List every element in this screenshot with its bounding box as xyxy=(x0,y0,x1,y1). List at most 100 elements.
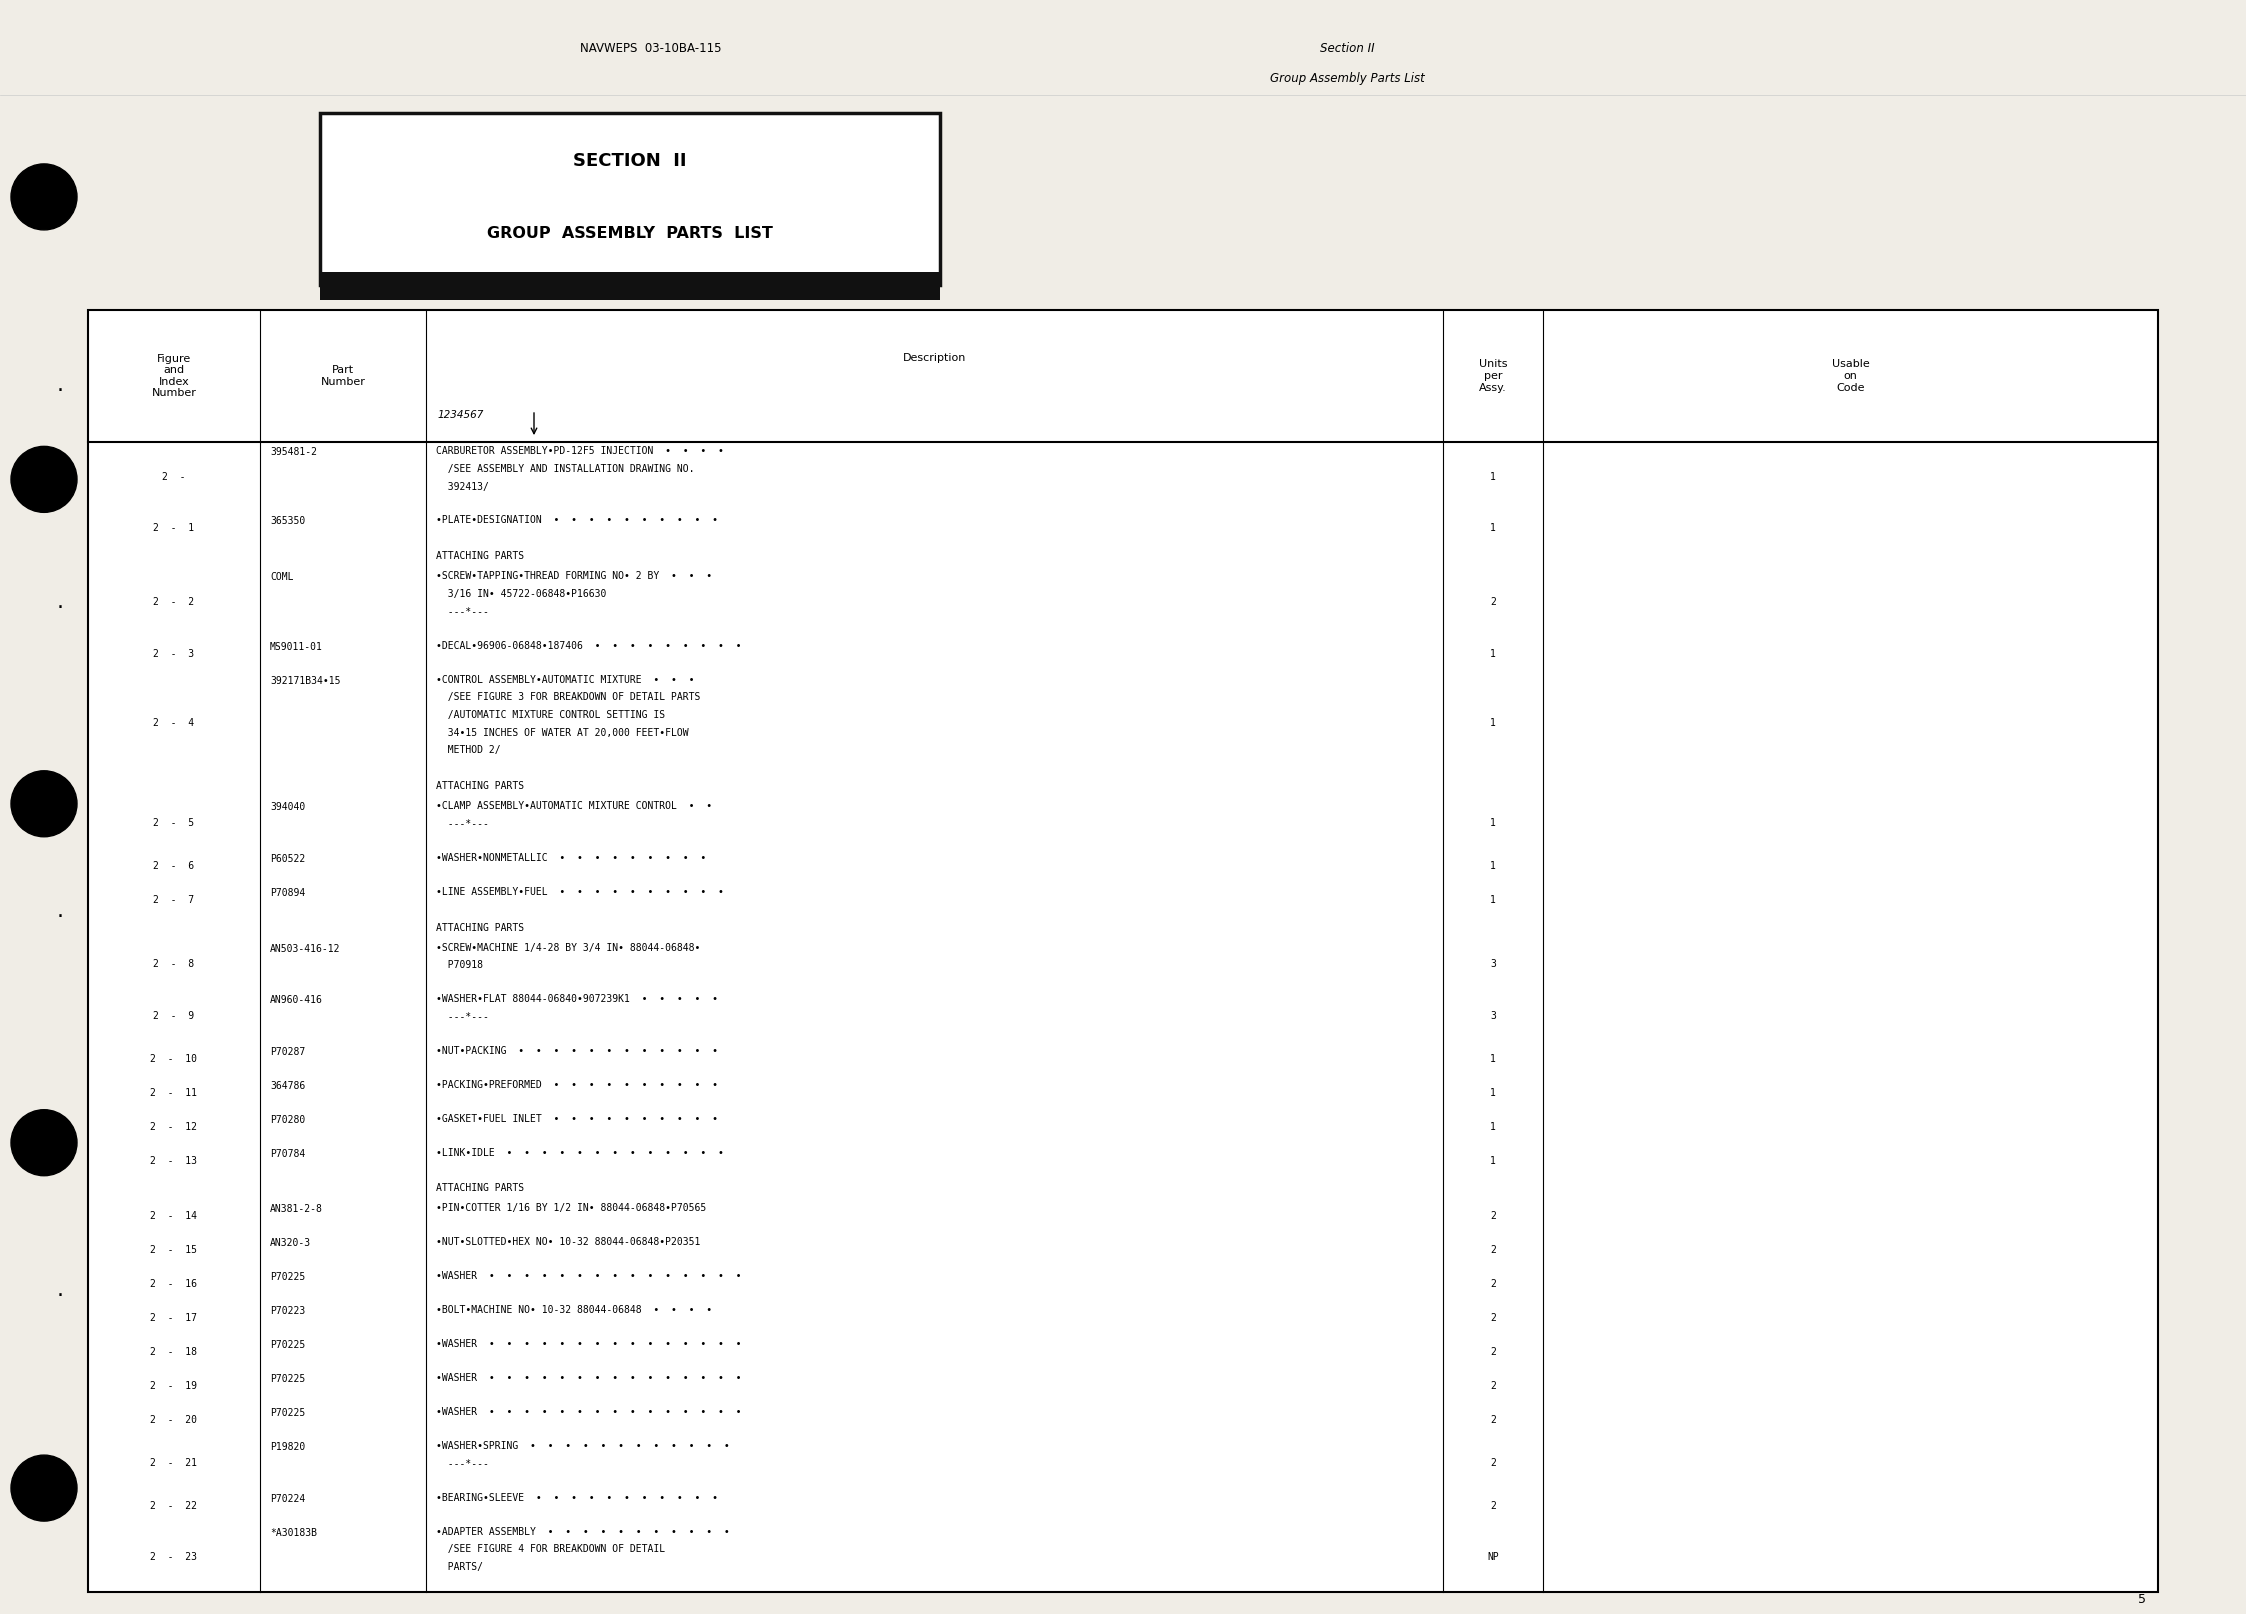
Text: •WASHER  •  •  •  •  •  •  •  •  •  •  •  •  •  •  •: •WASHER • • • • • • • • • • • • • • • xyxy=(436,1374,741,1383)
Text: 2: 2 xyxy=(1489,1382,1496,1391)
Text: 2  -: 2 - xyxy=(162,471,186,481)
Text: •CONTROL ASSEMBLY•AUTOMATIC MIXTURE  •  •  •: •CONTROL ASSEMBLY•AUTOMATIC MIXTURE • • … xyxy=(436,675,694,684)
Text: •NUT•SLOTTED•HEX NO• 10-32 88044-06848•P20351: •NUT•SLOTTED•HEX NO• 10-32 88044-06848•P… xyxy=(436,1238,701,1248)
Text: 2  -  15: 2 - 15 xyxy=(150,1246,198,1256)
Text: NAVWEPS  03-10BA-115: NAVWEPS 03-10BA-115 xyxy=(579,42,721,55)
Text: •WASHER•NONMETALLIC  •  •  •  •  •  •  •  •  •: •WASHER•NONMETALLIC • • • • • • • • • xyxy=(436,852,705,863)
Text: ---*---: ---*--- xyxy=(436,607,490,617)
Text: 2: 2 xyxy=(1489,1348,1496,1357)
Text: P70287: P70287 xyxy=(270,1047,305,1057)
Text: •WASHER  •  •  •  •  •  •  •  •  •  •  •  •  •  •  •: •WASHER • • • • • • • • • • • • • • • xyxy=(436,1340,741,1349)
Circle shape xyxy=(11,1456,76,1520)
Text: •BEARING•SLEEVE  •  •  •  •  •  •  •  •  •  •  •: •BEARING•SLEEVE • • • • • • • • • • • xyxy=(436,1493,719,1503)
Text: 1: 1 xyxy=(1489,718,1496,728)
Text: 2  -  14: 2 - 14 xyxy=(150,1212,198,1222)
Text: 2  -  12: 2 - 12 xyxy=(150,1122,198,1131)
Text: 2  -  16: 2 - 16 xyxy=(150,1280,198,1290)
Text: 2  -  18: 2 - 18 xyxy=(150,1348,198,1357)
Text: 2: 2 xyxy=(1489,1212,1496,1222)
Text: *A30183B: *A30183B xyxy=(270,1528,317,1538)
Text: Part
Number: Part Number xyxy=(321,365,366,387)
Text: 395481-2: 395481-2 xyxy=(270,447,317,457)
Text: 394040: 394040 xyxy=(270,802,305,812)
Text: AN320-3: AN320-3 xyxy=(270,1238,312,1248)
Text: P70784: P70784 xyxy=(270,1149,305,1159)
Text: 3: 3 xyxy=(1489,959,1496,970)
Text: 2: 2 xyxy=(1489,597,1496,607)
Text: •PIN•COTTER 1/16 BY 1/2 IN• 88044-06848•P70565: •PIN•COTTER 1/16 BY 1/2 IN• 88044-06848•… xyxy=(436,1204,705,1214)
Text: 2  -  1: 2 - 1 xyxy=(153,523,195,533)
Text: 2  -  22: 2 - 22 xyxy=(150,1501,198,1511)
Text: GROUP  ASSEMBLY  PARTS  LIST: GROUP ASSEMBLY PARTS LIST xyxy=(487,226,773,240)
Text: •LINK•IDLE  •  •  •  •  •  •  •  •  •  •  •  •  •: •LINK•IDLE • • • • • • • • • • • • • xyxy=(436,1148,723,1157)
Text: P70225: P70225 xyxy=(270,1374,305,1385)
Text: •BOLT•MACHINE NO• 10-32 88044-06848  •  •  •  •: •BOLT•MACHINE NO• 10-32 88044-06848 • • … xyxy=(436,1306,712,1315)
Text: 1: 1 xyxy=(1489,860,1496,872)
Text: Description: Description xyxy=(903,353,966,363)
Text: 1: 1 xyxy=(1489,649,1496,659)
Text: 2: 2 xyxy=(1489,1246,1496,1256)
Text: ATTACHING PARTS: ATTACHING PARTS xyxy=(436,781,523,791)
Text: ATTACHING PARTS: ATTACHING PARTS xyxy=(436,923,523,933)
Text: •GASKET•FUEL INLET  •  •  •  •  •  •  •  •  •  •: •GASKET•FUEL INLET • • • • • • • • • • xyxy=(436,1114,719,1123)
Text: 2  -  21: 2 - 21 xyxy=(150,1457,198,1467)
Text: 2  -  20: 2 - 20 xyxy=(150,1415,198,1425)
Text: 1: 1 xyxy=(1489,1088,1496,1098)
Text: MS9011-01: MS9011-01 xyxy=(270,642,323,652)
Text: AN960-416: AN960-416 xyxy=(270,996,323,1006)
Text: NP: NP xyxy=(1487,1553,1498,1562)
Text: CARBURETOR ASSEMBLY•PD-12F5 INJECTION  •  •  •  •: CARBURETOR ASSEMBLY•PD-12F5 INJECTION • … xyxy=(436,445,723,457)
Text: PARTS/: PARTS/ xyxy=(436,1562,483,1572)
Text: •CLAMP ASSEMBLY•AUTOMATIC MIXTURE CONTROL  •  •: •CLAMP ASSEMBLY•AUTOMATIC MIXTURE CONTRO… xyxy=(436,801,712,812)
Text: METHOD 2/: METHOD 2/ xyxy=(436,746,501,755)
Bar xyxy=(88,310,2158,1591)
Text: •DECAL•96906-06848•187406  •  •  •  •  •  •  •  •  •: •DECAL•96906-06848•187406 • • • • • • • … xyxy=(436,641,741,650)
Text: ·: · xyxy=(56,599,63,618)
Text: •WASHER•FLAT 88044-06840•907239K1  •  •  •  •  •: •WASHER•FLAT 88044-06840•907239K1 • • • … xyxy=(436,994,719,1004)
Text: AN381-2-8: AN381-2-8 xyxy=(270,1204,323,1214)
Text: Figure
and
Index
Number: Figure and Index Number xyxy=(150,353,195,399)
Text: 2  -  2: 2 - 2 xyxy=(153,597,195,607)
Circle shape xyxy=(11,1110,76,1175)
Text: •WASHER  •  •  •  •  •  •  •  •  •  •  •  •  •  •  •: •WASHER • • • • • • • • • • • • • • • xyxy=(436,1272,741,1282)
Bar xyxy=(319,273,941,300)
Text: P70894: P70894 xyxy=(270,888,305,897)
Text: P19820: P19820 xyxy=(270,1441,305,1453)
Text: P70223: P70223 xyxy=(270,1306,305,1317)
Text: ---*---: ---*--- xyxy=(436,818,490,830)
Text: 364786: 364786 xyxy=(270,1081,305,1091)
Circle shape xyxy=(11,447,76,512)
Text: 2  -  3: 2 - 3 xyxy=(153,649,195,659)
Text: 2  -  17: 2 - 17 xyxy=(150,1314,198,1323)
Text: 1: 1 xyxy=(1489,894,1496,905)
Text: 2  -  13: 2 - 13 xyxy=(150,1156,198,1165)
Text: 2: 2 xyxy=(1489,1280,1496,1290)
Text: P70225: P70225 xyxy=(270,1340,305,1351)
Text: •NUT•PACKING  •  •  •  •  •  •  •  •  •  •  •  •: •NUT•PACKING • • • • • • • • • • • • xyxy=(436,1046,719,1056)
Text: /SEE FIGURE 3 FOR BREAKDOWN OF DETAIL PARTS: /SEE FIGURE 3 FOR BREAKDOWN OF DETAIL PA… xyxy=(436,692,701,702)
Text: •ADAPTER ASSEMBLY  •  •  •  •  •  •  •  •  •  •  •: •ADAPTER ASSEMBLY • • • • • • • • • • • xyxy=(436,1527,730,1537)
Text: AN503-416-12: AN503-416-12 xyxy=(270,944,341,954)
FancyBboxPatch shape xyxy=(319,113,941,286)
Text: 2: 2 xyxy=(1489,1501,1496,1511)
Text: •SCREW•TAPPING•THREAD FORMING NO• 2 BY  •  •  •: •SCREW•TAPPING•THREAD FORMING NO• 2 BY •… xyxy=(436,571,712,581)
Text: •WASHER•SPRING  •  •  •  •  •  •  •  •  •  •  •  •: •WASHER•SPRING • • • • • • • • • • • • xyxy=(436,1441,730,1451)
Text: 5: 5 xyxy=(2138,1593,2145,1606)
Circle shape xyxy=(11,771,76,836)
Text: Usable
on
Code: Usable on Code xyxy=(1833,360,1869,392)
Text: 2  -  11: 2 - 11 xyxy=(150,1088,198,1098)
Text: ·: · xyxy=(56,907,63,926)
Text: ·: · xyxy=(56,1286,63,1306)
Text: 2  -  10: 2 - 10 xyxy=(150,1054,198,1064)
Text: 1234567: 1234567 xyxy=(438,410,485,420)
Text: 1: 1 xyxy=(1489,471,1496,481)
Text: Units
per
Assy.: Units per Assy. xyxy=(1478,360,1507,392)
Text: P70280: P70280 xyxy=(270,1115,305,1125)
Text: 2  -  23: 2 - 23 xyxy=(150,1553,198,1562)
Text: 392413/: 392413/ xyxy=(436,481,490,492)
Text: 392171B34•15: 392171B34•15 xyxy=(270,676,341,686)
Text: /SEE ASSEMBLY AND INSTALLATION DRAWING NO.: /SEE ASSEMBLY AND INSTALLATION DRAWING N… xyxy=(436,463,694,475)
Text: 2  -  8: 2 - 8 xyxy=(153,959,195,970)
Text: SECTION  II: SECTION II xyxy=(573,152,687,169)
Text: Group Assembly Parts List: Group Assembly Parts List xyxy=(1269,73,1424,86)
